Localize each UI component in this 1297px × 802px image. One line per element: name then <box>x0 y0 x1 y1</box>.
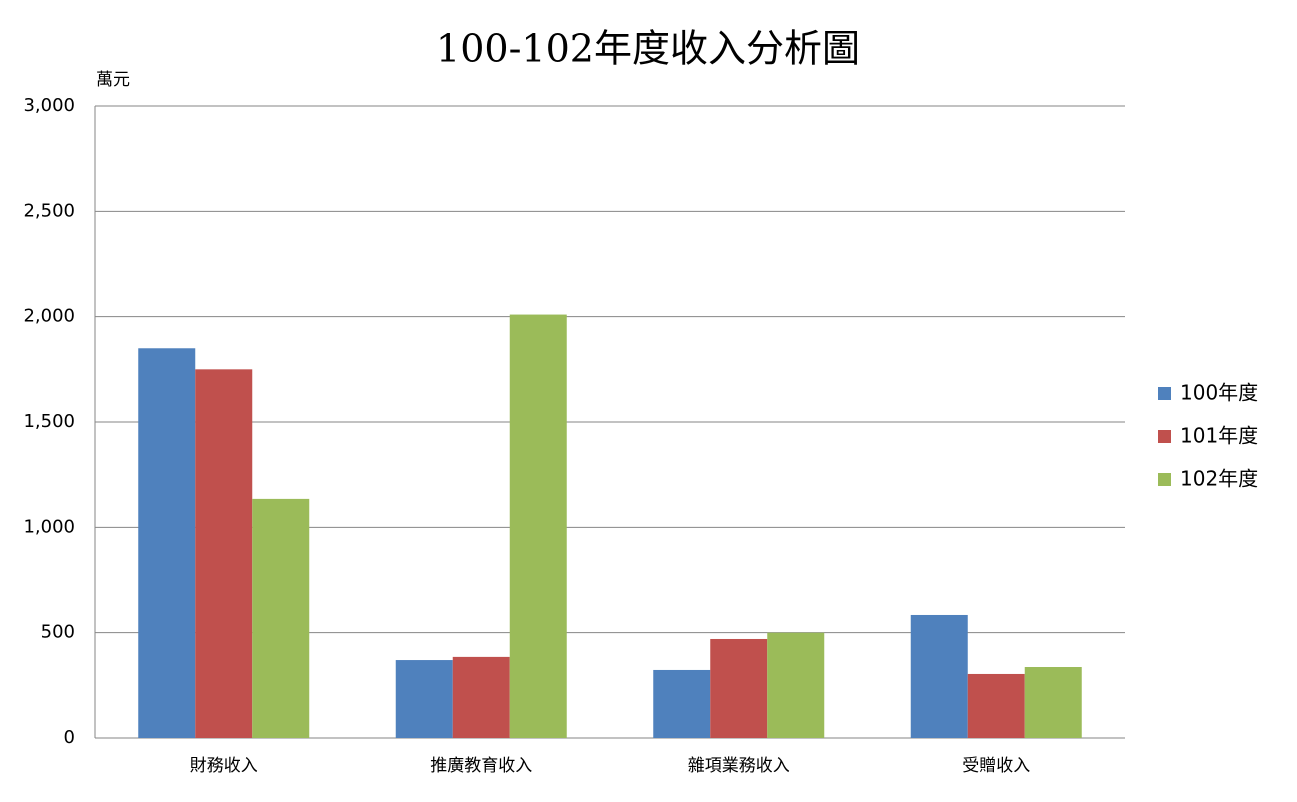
x-tick-label: 財務收入 <box>190 756 258 776</box>
y-tick-label: 2,000 <box>23 306 75 327</box>
y-tick-label: 1,500 <box>23 411 75 432</box>
legend-swatch <box>1158 387 1171 400</box>
y-tick-label: 0 <box>64 727 75 748</box>
bar <box>653 669 711 738</box>
chart-title: 100-102年度收入分析圖 <box>436 27 860 71</box>
legend-label: 100年度 <box>1180 381 1258 405</box>
bar <box>138 348 196 738</box>
bar <box>395 660 453 738</box>
y-tick-label: 3,000 <box>23 95 75 116</box>
x-tick-label: 受贈收入 <box>962 756 1030 776</box>
bar <box>910 614 968 738</box>
bar <box>195 369 253 738</box>
bar <box>452 656 510 738</box>
bar <box>1024 667 1082 738</box>
bar <box>509 314 567 738</box>
bar <box>767 632 825 738</box>
y-tick-label: 500 <box>41 622 75 643</box>
x-tick-label: 雜項業務收入 <box>688 756 790 776</box>
legend-swatch <box>1158 473 1171 486</box>
y-tick-label: 1,000 <box>23 516 75 537</box>
bar <box>710 638 768 738</box>
x-tick-label: 推廣教育收入 <box>430 756 532 776</box>
legend-label: 101年度 <box>1180 424 1258 448</box>
legend-label: 102年度 <box>1180 467 1258 491</box>
bar <box>967 673 1025 738</box>
legend-swatch <box>1158 430 1171 443</box>
y-tick-label: 2,500 <box>23 200 75 221</box>
y-axis-label: 萬元 <box>96 70 130 90</box>
bar <box>252 498 310 738</box>
